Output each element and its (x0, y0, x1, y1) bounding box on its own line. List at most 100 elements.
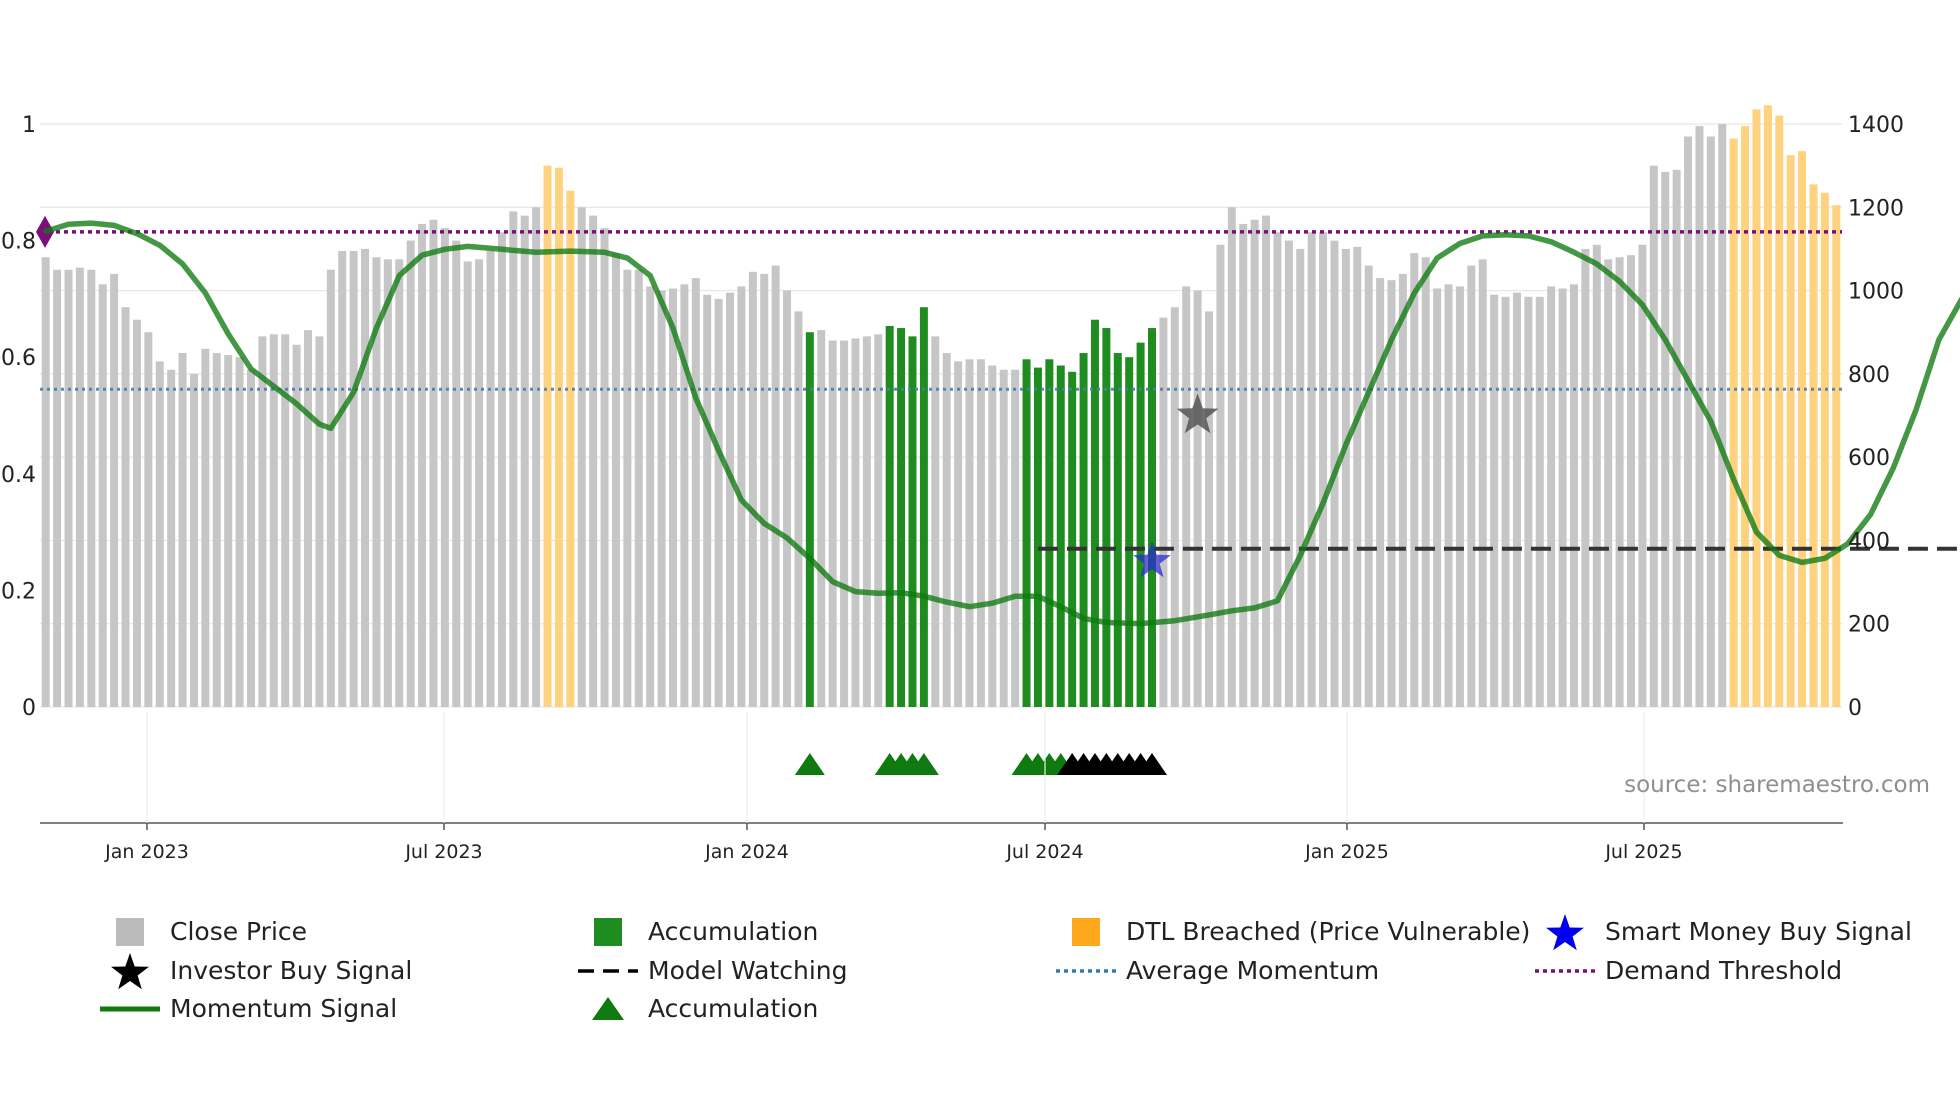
close-price-bar (315, 336, 324, 707)
close-price-bar (212, 353, 221, 707)
accumulation-triangle (1136, 753, 1167, 775)
close-price-bar (634, 269, 643, 707)
momentum-signal-line (42, 220, 1960, 627)
close-price-bar (1547, 286, 1556, 707)
close-price-bar (600, 228, 609, 707)
close-price-bar (258, 336, 267, 707)
x-tick-label: Jan 2024 (704, 841, 789, 863)
legend-star-icon (1546, 914, 1584, 951)
close-price-bar (132, 319, 141, 707)
close-price-bar (1627, 255, 1635, 708)
dtl-breached-bar (1741, 126, 1750, 707)
dtl-breached-bar (1763, 105, 1772, 707)
momentum-line (42, 220, 1960, 627)
close-price-bar (1604, 259, 1613, 707)
dtl-breached-bar (1729, 138, 1738, 707)
close-price-bar (1524, 296, 1533, 707)
close-price-bar (121, 307, 130, 707)
legend-label: Close Price (170, 917, 307, 946)
close-price-bar (178, 353, 187, 707)
close-price-bar (771, 265, 780, 707)
dtl-breached-bar (566, 190, 575, 708)
legend-swatch (1072, 918, 1100, 946)
reference-lines (36, 215, 1960, 551)
legend-triangle-icon (592, 997, 624, 1020)
close-price-bar (748, 271, 757, 707)
left-tick-label: 0.4 (1, 463, 36, 488)
source-text: source: sharemaestro.com (1624, 772, 1930, 798)
legend-label: Smart Money Buy Signal (1605, 917, 1912, 946)
legend-item: Close Price (116, 917, 307, 946)
close-price-bar (1649, 165, 1658, 708)
right-tick-label: 600 (1848, 446, 1890, 471)
right-tick-label: 0 (1848, 696, 1862, 721)
close-price-bar (646, 286, 655, 707)
close-price-bar (1512, 292, 1521, 707)
x-axis: Jan 2023 Jul 2023 Jan 2024 Jul 2024 Jan 2025… (40, 712, 1843, 863)
close-price-bar (1182, 286, 1191, 707)
close-price-bar (1284, 240, 1293, 707)
x-tick-label: Jan 2025 (1304, 841, 1389, 863)
close-price-bar (1170, 307, 1179, 707)
dtl-breached-bar (1798, 151, 1807, 707)
close-price-bar (1216, 244, 1225, 707)
close-price-bar (1159, 317, 1168, 707)
accumulation-triangle (908, 753, 939, 775)
legend-label: Demand Threshold (1605, 956, 1842, 985)
close-price-bar (1011, 369, 1020, 707)
close-price-bar (794, 311, 803, 707)
close-price-bar (87, 269, 96, 707)
close-price-bar (1455, 286, 1464, 707)
close-price-bar (1558, 288, 1567, 707)
x-tick-label: Jul 2025 (1604, 841, 1682, 863)
close-price-bar (1421, 257, 1430, 707)
close-price-bar (520, 215, 529, 707)
close-price-bar (1387, 280, 1396, 707)
right-axis: 0 200 400 600 800 1000 1200 1400 (1848, 113, 1904, 721)
legend-item: Model Watching (578, 956, 848, 985)
accumulation-triangle (794, 753, 825, 775)
close-price-bar (1273, 232, 1282, 707)
left-tick-label: 1 (22, 113, 36, 138)
close-price-bar (931, 336, 940, 707)
close-price-bar (828, 340, 837, 707)
close-price-bar (383, 259, 392, 707)
legend-label: Model Watching (648, 956, 848, 985)
close-price-bar (532, 207, 541, 708)
legend-label: DTL Breached (Price Vulnerable) (1126, 917, 1530, 946)
close-price-bar (1364, 265, 1373, 707)
legend-label: Accumulation (648, 917, 818, 946)
dtl-breached-bar (1786, 155, 1795, 707)
close-price-bar (1581, 248, 1590, 707)
close-price-bar (292, 344, 301, 707)
close-price-bar (714, 298, 723, 707)
x-tick-label: Jul 2024 (1005, 841, 1083, 863)
close-price-bar (976, 359, 985, 707)
dtl-breached-bar (1775, 115, 1784, 707)
dtl-breached-bar (1820, 192, 1829, 708)
close-price-bar (1535, 296, 1544, 707)
signal-markers (794, 393, 1219, 775)
legend-label: Average Momentum (1126, 956, 1379, 985)
price-bars (41, 105, 1841, 708)
legend-item: Accumulation (594, 917, 818, 946)
accumulation-bar (1033, 367, 1042, 707)
close-price-bar (1478, 259, 1487, 707)
right-tick-label: 800 (1848, 363, 1890, 388)
close-price-bar (1262, 215, 1271, 707)
close-price-bar (269, 334, 278, 707)
close-price-bar (41, 257, 50, 707)
close-price-bar (1615, 257, 1624, 707)
dtl-breached-bar (554, 167, 563, 708)
close-price-bar (98, 284, 107, 707)
close-price-bar (1684, 136, 1693, 707)
left-axis: 0 0.2 0.4 0.6 0.8 1 (1, 113, 36, 721)
close-price-bar (1467, 265, 1476, 707)
close-price-bar (1490, 294, 1499, 707)
close-price-bar (247, 369, 255, 707)
accumulation-bar (885, 325, 894, 707)
close-price-bar (817, 330, 826, 707)
right-tick-label: 400 (1848, 529, 1890, 554)
accumulation-bar (897, 328, 906, 707)
